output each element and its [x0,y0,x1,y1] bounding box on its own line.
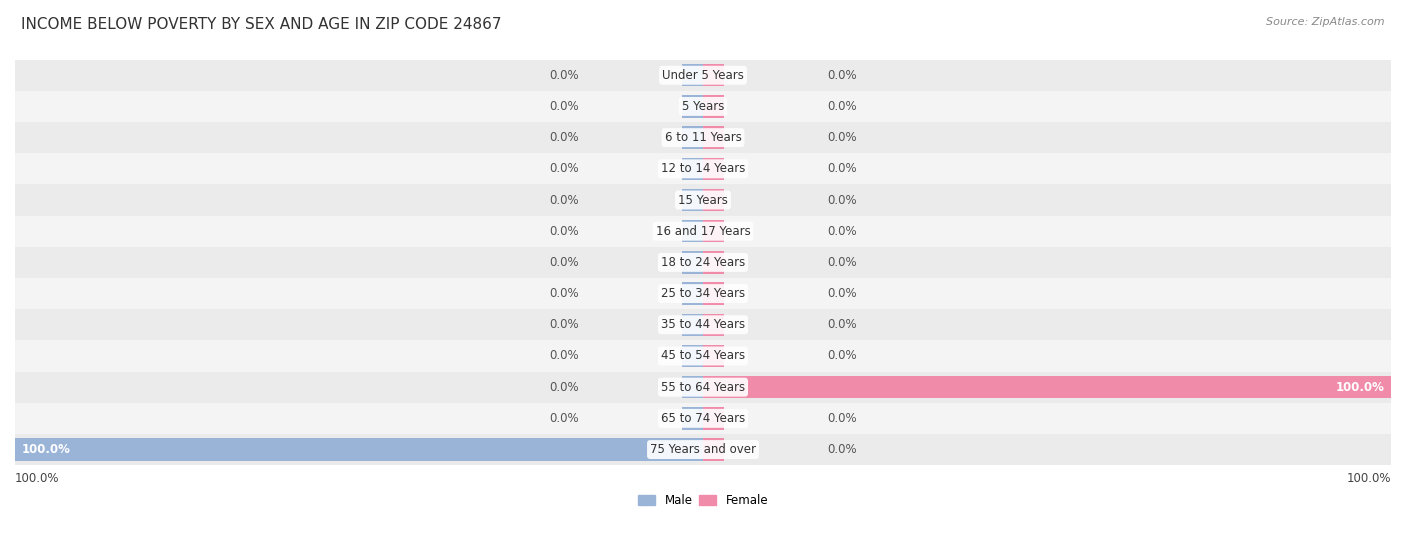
Text: 0.0%: 0.0% [550,412,579,425]
Bar [682,95,703,118]
Text: 0.0%: 0.0% [550,287,579,300]
Text: 0.0%: 0.0% [827,162,856,175]
Text: 0.0%: 0.0% [827,287,856,300]
Bar [703,189,724,211]
Bar [703,220,724,242]
Bar [703,64,724,86]
Text: 15 Years: 15 Years [678,194,728,206]
Text: 0.0%: 0.0% [827,194,856,206]
Bar [15,309,1391,340]
Text: 0.0%: 0.0% [827,443,856,456]
Bar [682,314,703,336]
Bar [15,215,1391,247]
Text: 18 to 24 Years: 18 to 24 Years [661,256,745,269]
Bar [682,189,703,211]
Bar [15,247,1391,278]
Text: 100.0%: 100.0% [1336,381,1384,393]
Text: 0.0%: 0.0% [550,381,579,393]
Text: 35 to 44 Years: 35 to 44 Years [661,318,745,331]
Text: 0.0%: 0.0% [550,100,579,113]
Bar [703,345,724,367]
Bar [15,153,1391,184]
Text: 0.0%: 0.0% [827,225,856,238]
Bar [682,64,703,86]
Legend: Male, Female: Male, Female [633,489,773,512]
Text: 0.0%: 0.0% [827,256,856,269]
Bar [703,251,724,273]
Text: 0.0%: 0.0% [827,131,856,144]
Text: 0.0%: 0.0% [550,69,579,81]
Bar [15,184,1391,215]
Bar [15,91,1391,122]
Bar [703,439,724,461]
Text: 0.0%: 0.0% [550,131,579,144]
Text: Source: ZipAtlas.com: Source: ZipAtlas.com [1267,17,1385,27]
Text: 0.0%: 0.0% [550,318,579,331]
Bar [682,157,703,180]
Text: 100.0%: 100.0% [22,443,70,456]
Text: 65 to 74 Years: 65 to 74 Years [661,412,745,425]
Bar [703,314,724,336]
Bar [682,376,703,398]
Bar [703,95,724,118]
Text: 25 to 34 Years: 25 to 34 Years [661,287,745,300]
Bar [15,434,1391,465]
Bar [15,60,1391,91]
Bar [15,122,1391,153]
Bar [15,403,1391,434]
Text: 0.0%: 0.0% [550,194,579,206]
Text: Under 5 Years: Under 5 Years [662,69,744,81]
Bar [15,372,1391,403]
Text: 100.0%: 100.0% [15,472,59,485]
Text: 0.0%: 0.0% [827,318,856,331]
Bar [15,439,703,461]
Bar [682,220,703,242]
Bar [15,340,1391,372]
Bar [703,407,724,430]
Text: 6 to 11 Years: 6 to 11 Years [665,131,741,144]
Bar [703,282,724,305]
Bar [703,157,724,180]
Bar [682,407,703,430]
Text: 75 Years and over: 75 Years and over [650,443,756,456]
Bar [682,282,703,305]
Bar [682,345,703,367]
Bar [682,251,703,273]
Text: 0.0%: 0.0% [550,349,579,363]
Text: 55 to 64 Years: 55 to 64 Years [661,381,745,393]
Text: 0.0%: 0.0% [827,100,856,113]
Text: 0.0%: 0.0% [827,69,856,81]
Text: 0.0%: 0.0% [827,412,856,425]
Text: 45 to 54 Years: 45 to 54 Years [661,349,745,363]
Bar [682,127,703,149]
Text: 12 to 14 Years: 12 to 14 Years [661,162,745,175]
Text: 0.0%: 0.0% [550,225,579,238]
Bar [15,278,1391,309]
Bar [703,376,1391,398]
Text: 0.0%: 0.0% [550,256,579,269]
Text: 5 Years: 5 Years [682,100,724,113]
Text: INCOME BELOW POVERTY BY SEX AND AGE IN ZIP CODE 24867: INCOME BELOW POVERTY BY SEX AND AGE IN Z… [21,17,502,32]
Text: 100.0%: 100.0% [1347,472,1391,485]
Text: 0.0%: 0.0% [550,162,579,175]
Bar [703,127,724,149]
Text: 0.0%: 0.0% [827,349,856,363]
Text: 16 and 17 Years: 16 and 17 Years [655,225,751,238]
